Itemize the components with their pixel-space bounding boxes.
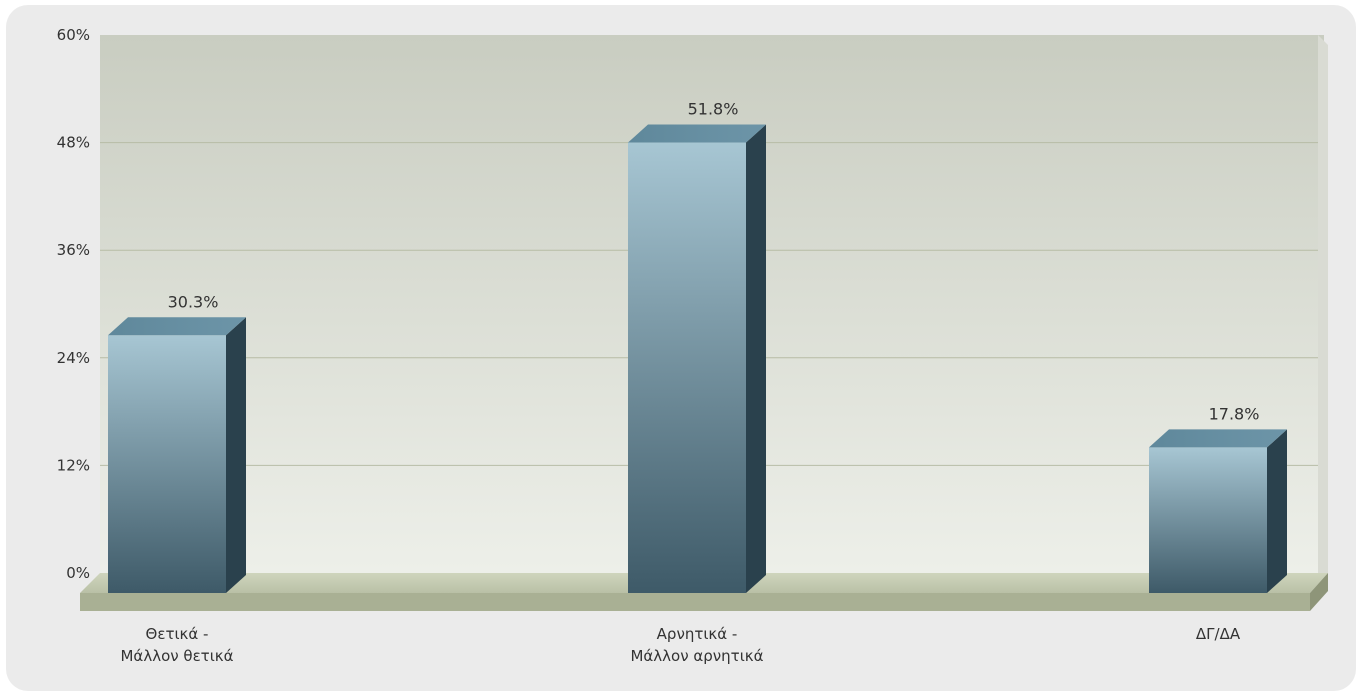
data-labels: 30.3% 51.8% 17.8%	[168, 100, 1260, 424]
y-tick-label: 48%	[57, 134, 90, 152]
bar-chart: 0% 12% 24% 36% 48% 60% 30.3% 51.8% 17.8% Θετικά…	[57, 26, 1328, 665]
bars	[108, 124, 1287, 593]
y-tick-label: 12%	[57, 456, 90, 474]
y-tick-label: 24%	[57, 349, 90, 367]
y-axis-labels: 0% 12% 24% 36% 48% 60%	[57, 26, 90, 582]
bar-front	[108, 335, 226, 593]
bar-top	[1149, 429, 1287, 448]
data-label: 51.8%	[688, 100, 739, 119]
plot-wall-side	[1318, 35, 1328, 585]
chart-floor-side	[1310, 573, 1328, 611]
bar-front	[1149, 447, 1267, 593]
bar-side	[1267, 429, 1287, 593]
category-label: ΔΓ/ΔΑ	[1196, 625, 1241, 643]
bar	[108, 317, 246, 593]
y-tick-label: 60%	[57, 26, 90, 44]
bar-front	[628, 142, 746, 593]
bar-side	[226, 317, 246, 593]
x-axis-labels: Θετικά -Μάλλον θετικά Αρνητικά -Μάλλον αρ…	[120, 625, 1240, 665]
bar	[628, 124, 766, 593]
bar-side	[746, 124, 766, 593]
category-label: Θετικά -Μάλλον θετικά	[120, 625, 233, 665]
bar	[1149, 429, 1287, 593]
category-label: Αρνητικά -Μάλλον αρνητικά	[630, 625, 763, 665]
chart-floor-front	[80, 593, 1310, 611]
bar-top	[628, 124, 766, 143]
y-tick-label: 0%	[66, 564, 90, 582]
chart-card: 0% 12% 24% 36% 48% 60% 30.3% 51.8% 17.8% Θετικά…	[6, 5, 1356, 691]
y-tick-label: 36%	[57, 241, 90, 259]
bar-top	[108, 317, 246, 336]
data-label: 30.3%	[168, 292, 219, 311]
data-label: 17.8%	[1209, 404, 1260, 423]
